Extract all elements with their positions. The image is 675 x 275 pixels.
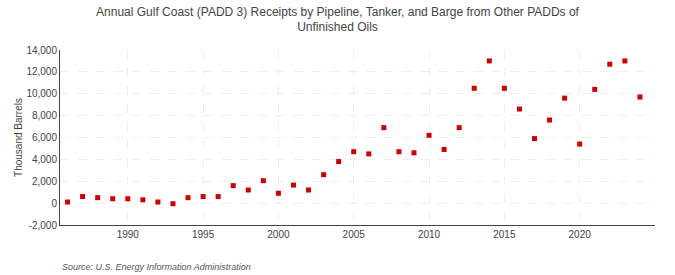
svg-text:6,000: 6,000 — [32, 132, 57, 143]
svg-text:2010: 2010 — [418, 229, 441, 240]
svg-text:Annual Gulf Coast (PADD 3) Rec: Annual Gulf Coast (PADD 3) Receipts by P… — [96, 5, 580, 35]
svg-text:14,000: 14,000 — [26, 45, 57, 56]
svg-text:-2,000: -2,000 — [29, 220, 58, 231]
svg-text:12,000: 12,000 — [26, 66, 57, 77]
svg-text:0: 0 — [51, 198, 57, 209]
svg-text:8,000: 8,000 — [32, 110, 57, 121]
svg-text:Thousand Barrels: Thousand Barrels — [13, 98, 24, 177]
svg-text:1995: 1995 — [192, 229, 215, 240]
svg-text:2005: 2005 — [343, 229, 366, 240]
svg-text:2015: 2015 — [493, 229, 516, 240]
svg-text:Source: U.S. Energy Informatio: Source: U.S. Energy Information Administ… — [62, 262, 251, 272]
svg-text:4,000: 4,000 — [32, 154, 57, 165]
svg-text:2000: 2000 — [267, 229, 290, 240]
svg-text:2020: 2020 — [569, 229, 592, 240]
svg-text:1990: 1990 — [117, 229, 140, 240]
svg-text:10,000: 10,000 — [26, 88, 57, 99]
svg-text:2,000: 2,000 — [32, 176, 57, 187]
